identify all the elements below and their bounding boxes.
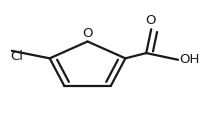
Text: Cl: Cl — [10, 50, 23, 63]
Text: O: O — [82, 27, 93, 40]
Text: O: O — [145, 14, 155, 27]
Text: OH: OH — [180, 53, 200, 66]
